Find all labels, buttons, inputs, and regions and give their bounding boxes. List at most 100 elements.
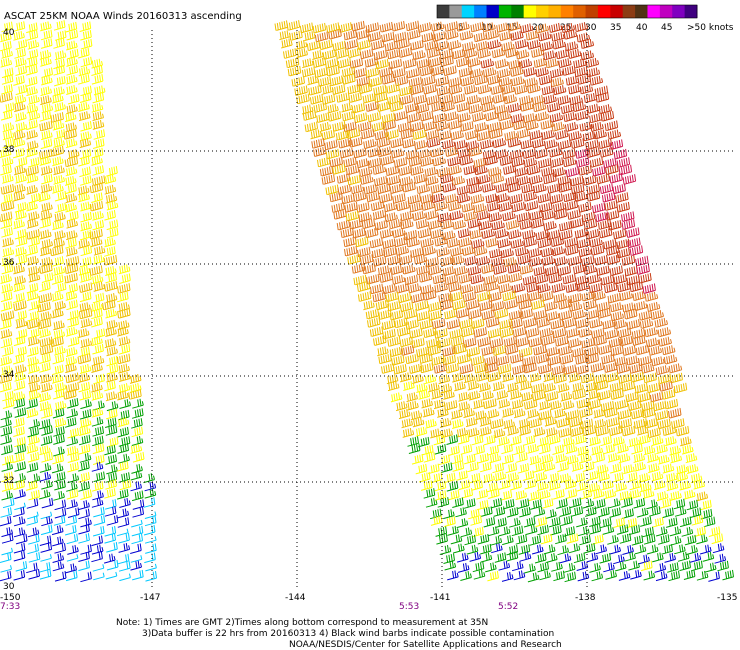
wind-barb [1,263,14,275]
wind-barb [27,211,40,222]
wind-barb [580,372,595,384]
wind-barb [482,22,496,33]
wind-barb [388,218,403,230]
wind-barb [41,382,53,393]
wind-barb [569,426,584,437]
wind-barb [13,527,26,538]
wind-barb [522,148,537,159]
wind-barb [144,488,157,499]
wind-barb [589,75,604,86]
wind-barb [456,470,468,481]
wind-barb [117,443,129,454]
wind-barb [616,363,630,374]
wind-barb [52,308,64,319]
wind-barb [608,425,623,436]
wind-barb [130,543,142,554]
wind-barb [66,554,79,562]
wind-barb [529,455,542,466]
wind-barb [599,553,612,564]
wind-barb [106,401,119,412]
wind-barb [548,22,563,33]
wind-barb [490,300,505,312]
wind-barb [131,426,144,438]
wind-barb [0,301,13,312]
wind-barb [336,92,350,103]
wind-barb [132,507,144,518]
wind-barb [425,256,439,268]
wind-barb [435,526,448,537]
wind-barb [603,238,617,250]
wind-barb [530,499,542,510]
wind-barb [585,139,599,151]
wind-barb [487,488,500,499]
wind-barb [462,41,476,52]
wind-barb [362,263,376,275]
wind-barb [613,148,628,160]
wind-barb [356,75,371,87]
wind-barb [535,516,547,528]
wind-barb [14,183,26,194]
wind-barb [503,94,518,105]
wind-barb [13,30,25,41]
wind-barb [459,318,473,329]
wind-barb [104,246,116,257]
wind-barb [607,129,622,140]
wind-barb [684,534,697,546]
wind-barb [474,122,489,132]
wind-barb [412,50,426,61]
wind-barb [301,66,316,78]
wind-barb [473,203,487,214]
wind-barb [563,191,577,203]
wind-barb [553,570,565,582]
wind-barb [473,444,485,456]
wind-barb [425,175,439,186]
wind-barb [578,202,592,213]
wind-barb [586,191,601,202]
wind-barb [117,308,131,319]
wind-barb [78,434,91,446]
wind-barb [447,40,462,50]
wind-barb [554,336,569,347]
wind-barb [575,354,589,365]
wind-barb [515,374,527,385]
wind-barb [379,66,393,78]
wind-barb [349,218,364,230]
wind-barb [483,398,497,409]
wind-barb [454,381,466,392]
wind-barb [604,282,618,294]
wind-barb [0,310,15,322]
wind-barb [67,149,80,159]
wind-barb [396,200,410,212]
wind-barb [391,148,405,159]
wind-barb [116,528,129,537]
wind-barb [613,273,627,285]
wind-barb [51,373,64,384]
wind-barb [116,353,131,365]
wind-barb [52,561,65,572]
wind-barb [589,516,601,527]
wind-barb [661,389,676,400]
wind-barb [634,461,646,472]
wind-barb [477,291,491,302]
wind-barb [1,471,13,483]
wind-barb [145,563,157,572]
wind-barb [523,67,537,77]
wind-barb [374,219,388,231]
wind-barb [65,238,77,249]
wind-barb [507,137,522,148]
wind-barb [621,219,636,230]
lon-label-141: -141 [430,593,450,603]
wind-barb [457,112,471,123]
wind-barb [104,444,116,456]
wind-barb [494,104,508,115]
wind-barb [2,390,14,402]
wind-barb [422,407,435,418]
wind-barb [79,175,92,186]
wind-barb [551,364,566,376]
wind-barb [369,237,384,249]
wind-barb [415,219,430,229]
wind-barb [612,183,626,195]
wind-barb [28,435,40,446]
wind-barb [439,48,453,60]
wind-barb [506,507,519,518]
